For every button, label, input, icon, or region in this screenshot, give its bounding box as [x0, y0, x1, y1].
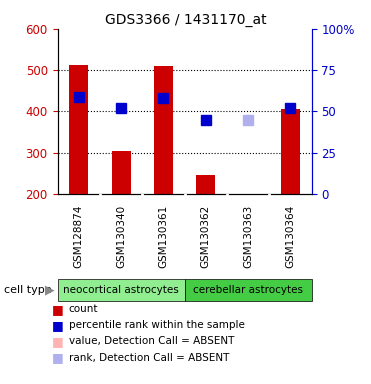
Text: rank, Detection Call = ABSENT: rank, Detection Call = ABSENT [69, 353, 229, 362]
Bar [69, 65, 88, 194]
Text: GSM130363: GSM130363 [243, 205, 253, 268]
Text: ■: ■ [52, 319, 64, 332]
Text: ■: ■ [52, 335, 64, 348]
Text: GSM130340: GSM130340 [116, 205, 126, 268]
Text: neocortical astrocytes: neocortical astrocytes [63, 285, 179, 295]
Text: GSM130361: GSM130361 [158, 205, 168, 268]
Text: GDS3366 / 1431170_at: GDS3366 / 1431170_at [105, 13, 266, 27]
FancyBboxPatch shape [58, 279, 185, 301]
Text: ■: ■ [52, 351, 64, 364]
Text: value, Detection Call = ABSENT: value, Detection Call = ABSENT [69, 336, 234, 346]
Bar [196, 175, 215, 194]
Bar [281, 109, 300, 194]
Bar [154, 66, 173, 194]
FancyBboxPatch shape [185, 279, 312, 301]
Text: cerebellar astrocytes: cerebellar astrocytes [193, 285, 303, 295]
Text: ▶: ▶ [45, 284, 54, 297]
Text: GSM130362: GSM130362 [201, 205, 211, 268]
Text: count: count [69, 304, 98, 314]
Text: cell type: cell type [4, 285, 51, 295]
Bar [112, 151, 131, 194]
Text: GSM128874: GSM128874 [74, 204, 84, 268]
Text: percentile rank within the sample: percentile rank within the sample [69, 320, 244, 330]
Text: GSM130364: GSM130364 [285, 205, 295, 268]
Text: ■: ■ [52, 303, 64, 316]
